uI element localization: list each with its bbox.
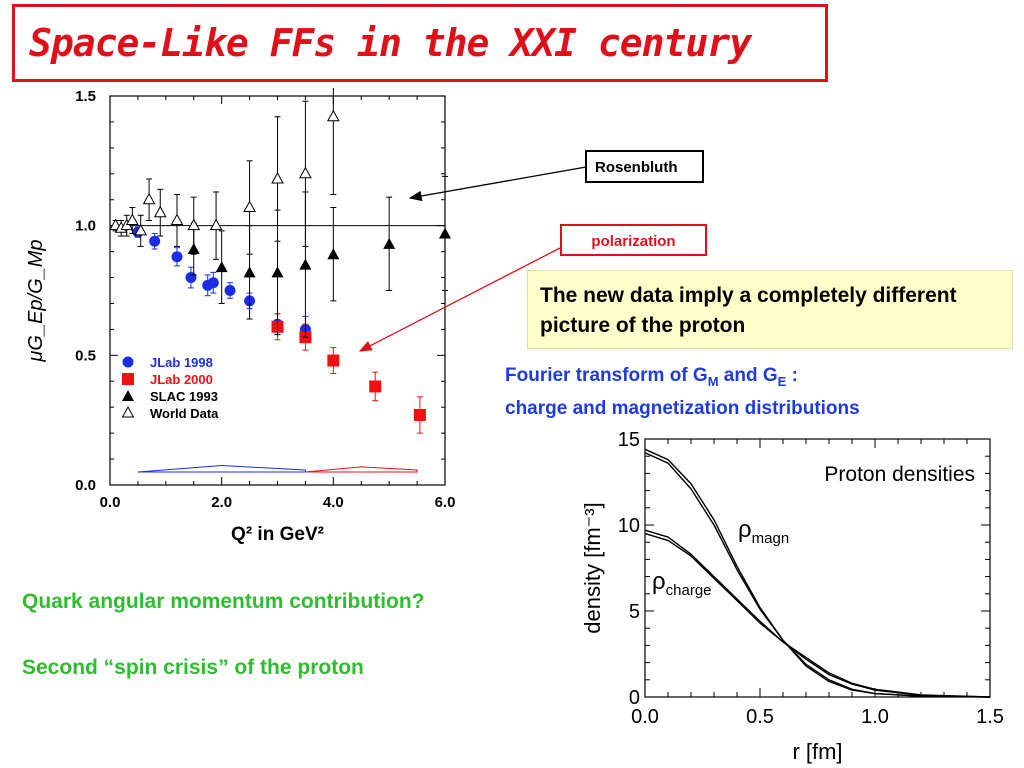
ff-legend-label: World Data [150, 406, 219, 421]
ff-point [327, 248, 340, 260]
ff-point [153, 205, 167, 218]
dens-x-tick-label: 1.0 [861, 706, 889, 728]
ff-point [122, 356, 134, 368]
dens-y-tick-label: 5 [629, 601, 640, 623]
ff-point [149, 235, 161, 247]
ff-point [171, 251, 183, 263]
ff-point [122, 390, 134, 401]
ff-point [142, 192, 156, 205]
ff-legend-label: JLab 1998 [150, 355, 213, 370]
proton-density-chart: 0.0 0.5 1.0 1.5 0 5 10 15 r [fm] density [fm⁻³] Pr… [580, 429, 1004, 764]
ff-point [327, 354, 340, 367]
ff-point [185, 272, 197, 284]
ff-point [326, 109, 340, 122]
dens-x-tick-label: 0.0 [631, 706, 659, 728]
ff-y-tick-label: 0.5 [75, 347, 96, 364]
dens-x-tick-label: 0.5 [746, 706, 774, 728]
ff-point [125, 213, 139, 225]
ff-series-jlab-2000 [271, 313, 426, 434]
ff-point [187, 218, 201, 231]
bullet-quark-momentum: Quark angular momentum contribution? [22, 590, 425, 613]
bullet-spin-crisis: Second “spin crisis” of the proton [22, 656, 364, 679]
ff-legend-label: SLAC 1993 [150, 389, 218, 404]
ff-point [243, 200, 256, 213]
ff-series-world-data [109, 88, 340, 260]
ff-systematic-band [137, 465, 306, 473]
dens-plot-frame [644, 438, 991, 698]
dens-y-tick-label: 15 [618, 429, 640, 451]
ff-point [413, 408, 426, 421]
ff-point [134, 223, 148, 236]
ff-x-tick-label: 0.0 [100, 494, 121, 511]
polarization-callout: polarization [560, 224, 707, 256]
title-box: Space-Like FFs in the XXI century [12, 4, 828, 82]
dens-line-magn [644, 448, 991, 698]
dens-x-tick-label: 1.5 [976, 706, 1004, 728]
dens-line-magn-2 [644, 452, 991, 698]
ff-systematic-band [305, 466, 418, 473]
dens-title: Proton densities [824, 463, 975, 486]
ff-point [271, 266, 284, 278]
fourier-line-2: charge and magnetization distributions [505, 397, 860, 419]
ff-x-tick-label: 4.0 [323, 494, 344, 511]
fourier-text: Fourier transform of GM and GE : charge … [505, 362, 1020, 422]
ff-point [121, 405, 135, 418]
ff-x-tick-label: 2.0 [211, 494, 232, 511]
ff-point [224, 285, 236, 296]
ff-point [207, 277, 219, 289]
ff-y-tick-label: 1.0 [75, 218, 96, 235]
fourier-line-1: Fourier transform of GM and GE : [505, 365, 798, 389]
ff-y-tick-label: 0.0 [75, 477, 96, 494]
dens-label-charge: ρcharge [652, 568, 712, 599]
dens-label-magn: ρmagn [738, 516, 789, 547]
ff-legend-label: JLab 2000 [150, 372, 213, 387]
ff-point [369, 380, 382, 393]
ff-point [243, 266, 256, 278]
ff-y-axis-label: μG_Ep/G_Mp [25, 239, 47, 362]
ff-point [209, 218, 223, 231]
ff-y-tick-label: 1.5 [75, 88, 96, 105]
slide-title: Space-Like FFs in the XXI century [29, 21, 752, 65]
ff-point [299, 166, 312, 179]
dens-y-tick-label: 0 [629, 687, 640, 709]
form-factor-chart: JLab 1998 JLab 2000 SLAC 1993 World Data 0.… [25, 88, 456, 545]
ff-point [383, 237, 396, 249]
ff-series-slac-1993 [187, 175, 451, 338]
statement-box: The new data imply a completely differen… [527, 270, 1013, 349]
ff-x-axis-label: Q² in GeV² [231, 524, 324, 545]
dens-y-axis-label: density [fm⁻³] [580, 502, 605, 633]
ff-point [271, 171, 284, 184]
dens-x-axis-label: r [fm] [792, 739, 842, 764]
ff-point [122, 373, 134, 385]
dens-y-tick-label: 10 [618, 515, 640, 537]
ff-point [215, 261, 228, 273]
ff-point [439, 227, 451, 239]
ff-x-tick-label: 6.0 [435, 494, 456, 511]
dens-line-charge-2 [644, 532, 991, 698]
ff-point [170, 213, 184, 225]
ff-point [299, 258, 312, 270]
rosenbluth-callout: Rosenbluth [585, 150, 704, 183]
